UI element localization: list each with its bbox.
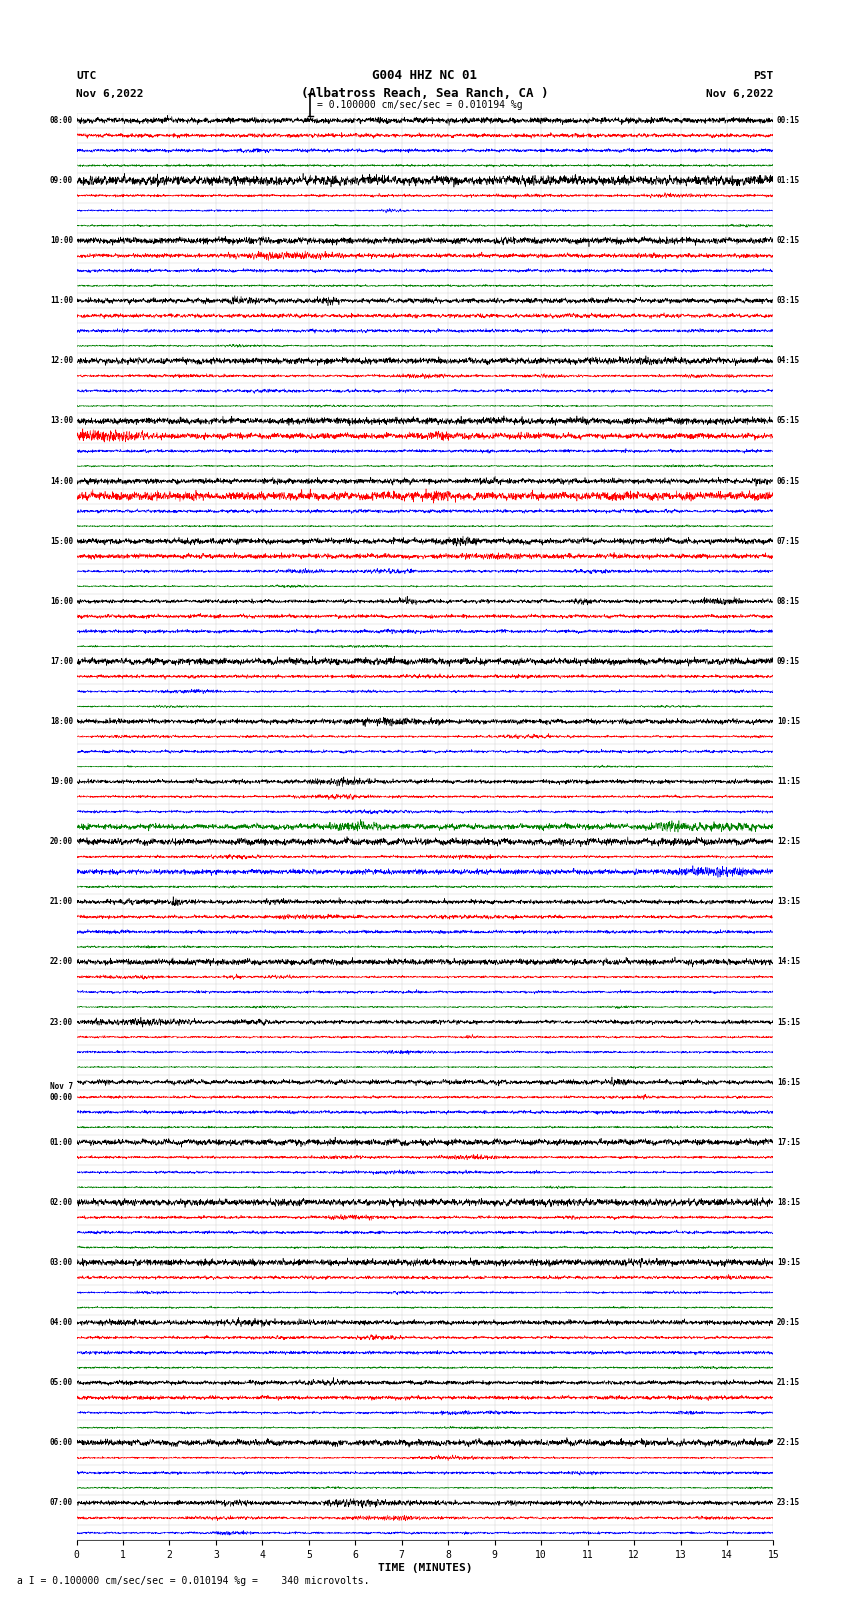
Text: 06:00: 06:00 — [50, 1439, 73, 1447]
Text: 15:15: 15:15 — [777, 1018, 800, 1026]
Text: 08:15: 08:15 — [777, 597, 800, 606]
Text: 01:15: 01:15 — [777, 176, 800, 185]
Text: 18:15: 18:15 — [777, 1198, 800, 1207]
Text: 21:00: 21:00 — [50, 897, 73, 907]
Text: 23:15: 23:15 — [777, 1498, 800, 1508]
Text: 02:15: 02:15 — [777, 235, 800, 245]
Text: G004 HHZ NC 01: G004 HHZ NC 01 — [372, 69, 478, 82]
Text: PST: PST — [753, 71, 774, 81]
Text: 03:00: 03:00 — [50, 1258, 73, 1266]
Text: 13:00: 13:00 — [50, 416, 73, 426]
Text: 04:15: 04:15 — [777, 356, 800, 366]
Text: 17:00: 17:00 — [50, 656, 73, 666]
Text: 02:00: 02:00 — [50, 1198, 73, 1207]
Text: = 0.100000 cm/sec/sec = 0.010194 %g: = 0.100000 cm/sec/sec = 0.010194 %g — [317, 100, 523, 110]
Text: 05:15: 05:15 — [777, 416, 800, 426]
Text: 10:15: 10:15 — [777, 716, 800, 726]
Text: 20:00: 20:00 — [50, 837, 73, 847]
Text: 23:00: 23:00 — [50, 1018, 73, 1026]
Text: 00:00: 00:00 — [50, 1092, 73, 1102]
Text: 09:15: 09:15 — [777, 656, 800, 666]
Text: 17:15: 17:15 — [777, 1137, 800, 1147]
Text: Nov 7: Nov 7 — [50, 1082, 73, 1090]
Text: 10:00: 10:00 — [50, 235, 73, 245]
Text: 19:00: 19:00 — [50, 777, 73, 786]
Text: 05:00: 05:00 — [50, 1378, 73, 1387]
Text: 03:15: 03:15 — [777, 297, 800, 305]
Text: 18:00: 18:00 — [50, 716, 73, 726]
Text: 07:00: 07:00 — [50, 1498, 73, 1508]
Text: Nov 6,2022: Nov 6,2022 — [706, 89, 774, 98]
Text: 20:15: 20:15 — [777, 1318, 800, 1327]
Text: 01:00: 01:00 — [50, 1137, 73, 1147]
Text: 04:00: 04:00 — [50, 1318, 73, 1327]
Text: 15:00: 15:00 — [50, 537, 73, 545]
Text: 22:15: 22:15 — [777, 1439, 800, 1447]
Text: 07:15: 07:15 — [777, 537, 800, 545]
Text: 12:15: 12:15 — [777, 837, 800, 847]
Text: 08:00: 08:00 — [50, 116, 73, 124]
Text: Nov 6,2022: Nov 6,2022 — [76, 89, 144, 98]
Text: a I = 0.100000 cm/sec/sec = 0.010194 %g =    340 microvolts.: a I = 0.100000 cm/sec/sec = 0.010194 %g … — [17, 1576, 370, 1586]
Text: 06:15: 06:15 — [777, 476, 800, 486]
Text: 12:00: 12:00 — [50, 356, 73, 366]
Text: UTC: UTC — [76, 71, 97, 81]
Text: 19:15: 19:15 — [777, 1258, 800, 1266]
Text: (Albatross Reach, Sea Ranch, CA ): (Albatross Reach, Sea Ranch, CA ) — [301, 87, 549, 100]
Text: 14:15: 14:15 — [777, 958, 800, 966]
X-axis label: TIME (MINUTES): TIME (MINUTES) — [377, 1563, 473, 1573]
Text: 09:00: 09:00 — [50, 176, 73, 185]
Text: 22:00: 22:00 — [50, 958, 73, 966]
Text: 13:15: 13:15 — [777, 897, 800, 907]
Text: 11:00: 11:00 — [50, 297, 73, 305]
Text: 00:15: 00:15 — [777, 116, 800, 124]
Text: 16:15: 16:15 — [777, 1077, 800, 1087]
Text: 11:15: 11:15 — [777, 777, 800, 786]
Text: 21:15: 21:15 — [777, 1378, 800, 1387]
Text: 14:00: 14:00 — [50, 476, 73, 486]
Text: 16:00: 16:00 — [50, 597, 73, 606]
